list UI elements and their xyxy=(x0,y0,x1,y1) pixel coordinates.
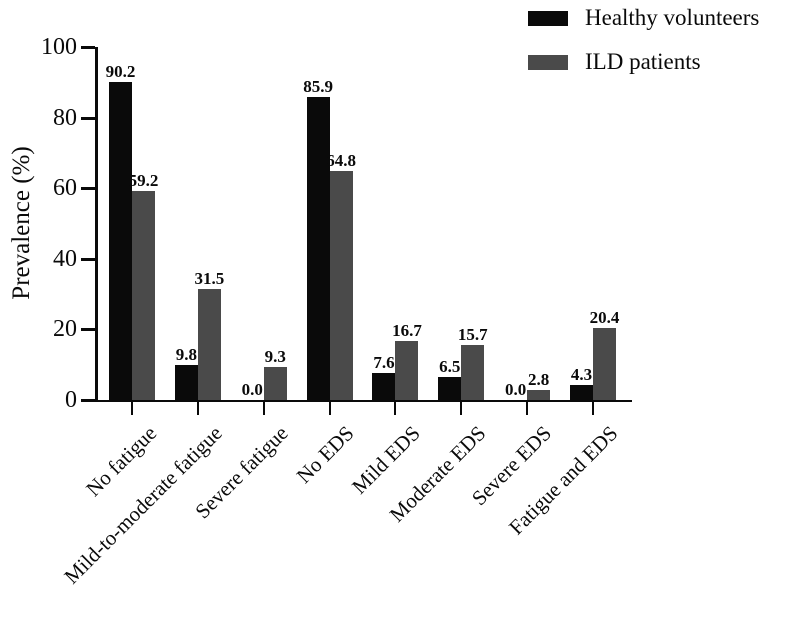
x-tick-mark xyxy=(526,402,529,415)
bar-value-label: 85.9 xyxy=(303,76,333,96)
bar-healthy xyxy=(372,373,396,400)
x-tick-mark xyxy=(394,402,397,415)
bar-ild xyxy=(197,288,221,400)
y-tick-label: 40 xyxy=(53,245,77,272)
bar-value-label: 7.6 xyxy=(373,353,395,373)
y-tick-mark xyxy=(81,187,95,191)
x-tick-mark xyxy=(328,402,331,415)
y-tick-mark xyxy=(81,399,95,402)
bar-value-label: 0.0 xyxy=(505,380,527,399)
bar-value-label: 9.8 xyxy=(175,345,197,365)
bar-value-label: 64.8 xyxy=(326,151,356,171)
bar-ild xyxy=(132,191,155,400)
y-tick-label: 0 xyxy=(65,387,77,413)
y-axis-title: Prevalence (%) xyxy=(8,146,35,300)
y-tick-label: 80 xyxy=(53,104,77,131)
bar-value-label: 90.2 xyxy=(105,61,136,81)
bar-ild xyxy=(395,341,419,400)
bar-value-label: 15.7 xyxy=(457,324,488,344)
bar-value-label: 9.3 xyxy=(264,347,286,367)
y-tick-mark xyxy=(81,116,95,120)
bar-healthy xyxy=(109,81,132,400)
bar-ild xyxy=(461,344,485,400)
legend-label: ILD patients xyxy=(585,49,701,74)
bar-value-label: 4.3 xyxy=(570,364,593,384)
legend: Healthy volunteers ILD patients xyxy=(528,5,759,93)
y-tick-mark xyxy=(81,257,95,261)
bar-value-label: 31.5 xyxy=(194,268,225,288)
x-tick-mark xyxy=(592,402,595,415)
bar-ild xyxy=(329,171,353,400)
bar-value-label: 16.7 xyxy=(392,321,422,341)
x-tick-mark xyxy=(196,402,199,415)
x-tick-mark xyxy=(131,402,133,415)
legend-item-healthy-volunteers: Healthy volunteers xyxy=(528,5,759,31)
bar-ild xyxy=(527,390,551,400)
bar-ild xyxy=(593,327,617,400)
bar-value-label: 59.2 xyxy=(128,171,159,191)
x-tick-mark xyxy=(460,402,463,415)
legend-swatch xyxy=(528,54,568,70)
legend-swatch xyxy=(528,10,568,26)
y-axis-line xyxy=(95,47,98,402)
legend-item-ild-patients: ILD patients xyxy=(528,49,759,75)
bar-healthy xyxy=(174,365,198,400)
bar-healthy xyxy=(570,384,594,400)
bar-value-label: 20.4 xyxy=(589,307,620,327)
y-tick-label: 60 xyxy=(53,175,77,202)
bar-value-label: 2.8 xyxy=(528,370,550,390)
y-tick-label: 100 xyxy=(41,34,77,60)
y-tick-mark xyxy=(81,328,95,332)
y-tick-mark xyxy=(81,46,95,49)
x-tick-mark xyxy=(262,402,265,415)
bar-value-label: 0.0 xyxy=(241,380,263,399)
x-axis-line xyxy=(95,400,632,402)
y-tick-label: 20 xyxy=(53,316,77,343)
bar-healthy xyxy=(438,377,462,400)
bar-ild xyxy=(263,367,287,400)
legend-label: Healthy volunteers xyxy=(585,5,760,30)
bar-value-label: 6.5 xyxy=(439,357,461,377)
bar-healthy xyxy=(306,96,330,400)
